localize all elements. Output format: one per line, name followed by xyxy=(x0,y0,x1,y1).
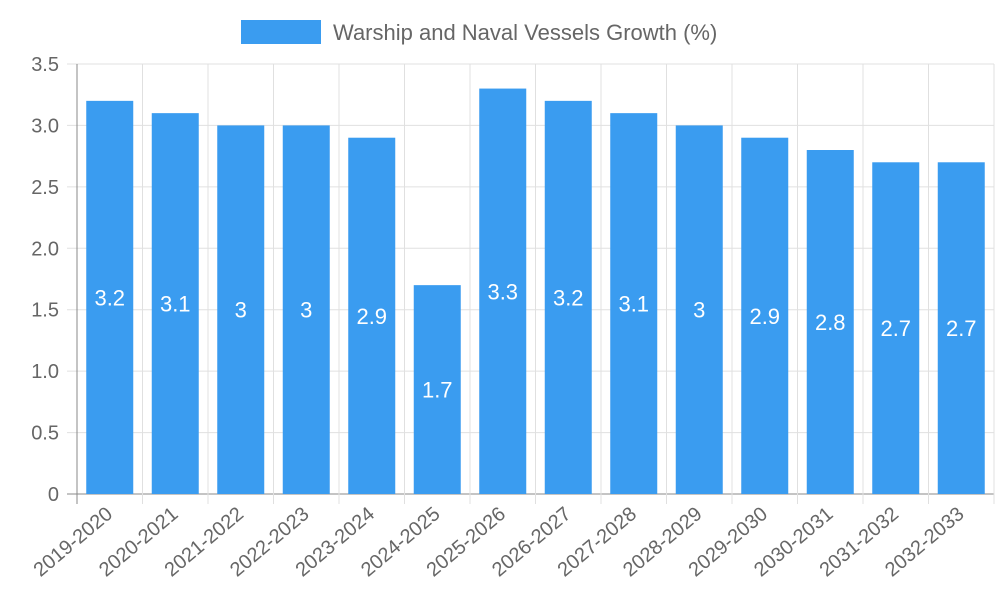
y-tick-label: 2.5 xyxy=(31,177,59,199)
y-tick-label: 3.5 xyxy=(31,54,59,76)
bars xyxy=(86,88,985,495)
bar-value-label: 3.3 xyxy=(487,279,518,304)
y-tick-label: 3.0 xyxy=(31,115,59,137)
bar xyxy=(217,125,265,494)
bar-value-label: 3.2 xyxy=(553,285,584,310)
bar-value-label: 2.9 xyxy=(356,304,387,329)
bar-value-label: 2.9 xyxy=(749,304,780,329)
bar xyxy=(348,137,396,494)
bar xyxy=(282,125,330,494)
y-tick-label: 0 xyxy=(48,484,59,506)
bar xyxy=(937,162,985,495)
grid xyxy=(67,63,995,504)
bar xyxy=(610,113,658,495)
y-axis-labels: 0 0.5 1.0 1.5 2.0 2.5 3.0 3.5 xyxy=(31,54,59,506)
bar xyxy=(151,113,199,495)
bar xyxy=(413,285,461,494)
bar-value-label: 2.8 xyxy=(815,310,846,335)
bar-value-label: 3 xyxy=(300,298,312,323)
legend-swatch xyxy=(241,20,321,44)
bar-value-label: 3 xyxy=(235,298,247,323)
bar xyxy=(86,100,134,494)
bar-value-label: 2.7 xyxy=(946,316,977,341)
bar xyxy=(544,100,592,494)
bar xyxy=(806,150,854,494)
bar-value-label: 3 xyxy=(693,298,705,323)
y-tick-label: 0.5 xyxy=(31,423,59,445)
legend-label: Warship and Naval Vessels Growth (%) xyxy=(333,20,717,45)
bar xyxy=(741,137,789,494)
y-tick-label: 2.0 xyxy=(31,238,59,260)
x-axis-labels: 2019-20202020-20212021-20222022-20232023… xyxy=(30,503,969,581)
bar xyxy=(872,162,920,495)
bar xyxy=(479,88,527,495)
bar xyxy=(675,125,723,494)
bar-value-label: 3.1 xyxy=(618,292,649,317)
bar-value-label: 1.7 xyxy=(422,378,453,403)
bar-value-label: 3.1 xyxy=(160,292,191,317)
bar-value-labels: 3.2 3.1 3 3 2.9 1.7 3.3 3.2 3.1 3 2.9 2.8 2.7 2.7 xyxy=(94,279,976,402)
bar-value-label: 3.2 xyxy=(94,285,125,310)
legend: Warship and Naval Vessels Growth (%) xyxy=(241,20,717,45)
bar-value-label: 2.7 xyxy=(880,316,911,341)
y-tick-label: 1.5 xyxy=(31,300,59,322)
y-tick-label: 1.0 xyxy=(31,361,59,383)
